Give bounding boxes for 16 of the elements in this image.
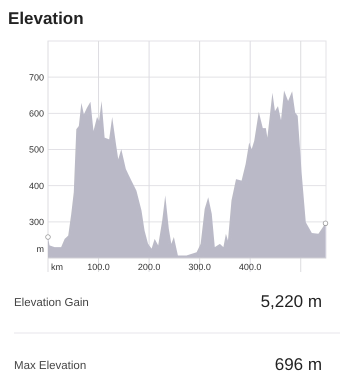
x-tick-label: 300.0 [188,262,211,272]
y-tick-label: 300 [28,216,44,227]
x-tick-label: 100.0 [87,262,110,272]
text: Max Elevation [14,360,86,372]
text: 696 m [274,355,322,374]
text: 5,220 m [260,292,322,311]
y-tick-label: 700 [28,72,44,82]
y-axis-title: m [36,244,44,254]
y-tick-label: 600 [28,108,44,118]
y-tick-label: 400 [28,180,44,191]
x-tick-label: 400.0 [238,262,262,272]
text: Elevation Gain [14,297,89,309]
x-axis-title: km [51,262,63,272]
y-tick-label: 500 [28,144,44,155]
x-tick-label: 200.0 [138,262,160,272]
chart-title: Elevation [8,9,84,28]
